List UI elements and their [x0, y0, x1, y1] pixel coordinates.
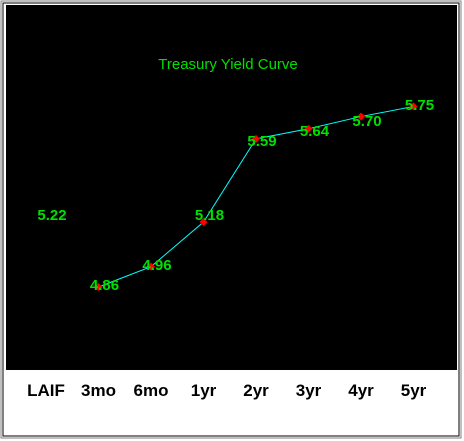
- data-label: 5.18: [195, 207, 224, 224]
- outer-border-inner: [2, 2, 460, 437]
- category-labels-group: LAIF 3mo 6mo 1yr 2yr 3yr 4yr 5yr: [27, 381, 427, 400]
- data-label: 5.75: [405, 97, 434, 114]
- data-point-marker: [251, 134, 261, 144]
- data-point-marker: [94, 282, 103, 292]
- x-tick-label: 1yr: [191, 381, 217, 400]
- data-label: 5.22: [37, 207, 66, 224]
- data-point-marker: [199, 217, 208, 227]
- x-tick-label: LAIF: [27, 381, 65, 400]
- x-tick-label: 3mo: [81, 381, 116, 400]
- data-point-marker: [304, 124, 313, 134]
- data-label: 5.70: [352, 113, 381, 130]
- data-label: 4.86: [90, 277, 119, 294]
- data-labels-group: 5.22 4.86 4.96 5.18 5.59 5.64 5.70 5.75: [37, 97, 434, 294]
- data-label: 4.96: [142, 257, 171, 274]
- data-point-marker: [409, 102, 418, 111]
- x-tick-label: 6mo: [134, 381, 169, 400]
- data-label: 5.59: [247, 133, 276, 150]
- x-tick-label: 3yr: [296, 381, 322, 400]
- x-tick-label: 5yr: [401, 381, 427, 400]
- series-markers-group: [94, 102, 418, 292]
- y-axis-ticks: [12, 46, 18, 361]
- chart-title: Treasury Yield Curve: [158, 56, 298, 73]
- x-tick-label: 2yr: [243, 381, 269, 400]
- x-axis-ticks: [70, 360, 386, 366]
- data-label: 5.64: [300, 123, 330, 140]
- data-point-marker: [356, 112, 366, 121]
- data-point-marker: [146, 262, 156, 272]
- x-tick-label: 4yr: [348, 381, 374, 400]
- plot-area: [6, 5, 457, 370]
